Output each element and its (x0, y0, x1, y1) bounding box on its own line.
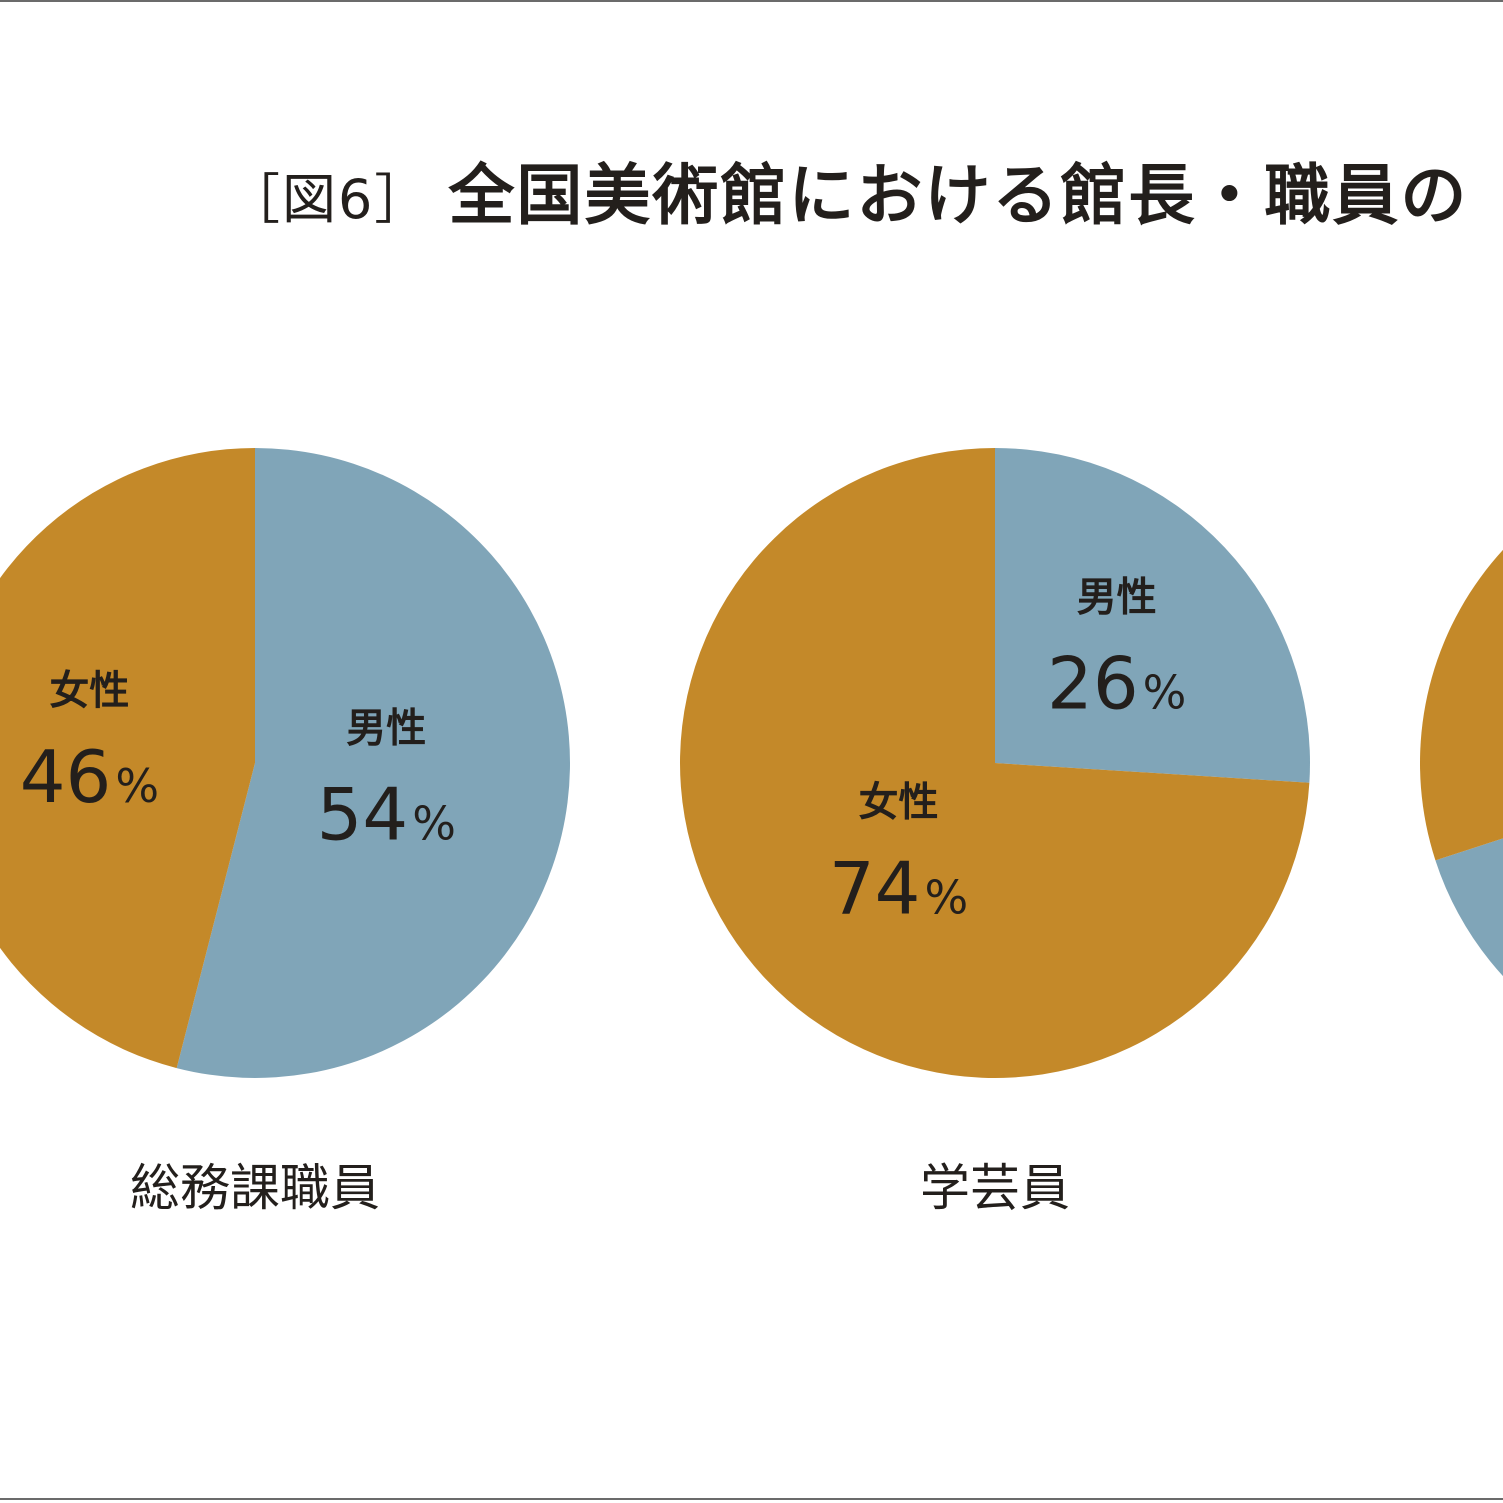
bottom-border (0, 1498, 1503, 1500)
pie-group-label: 学芸員 (920, 1159, 1070, 1217)
slice-name-label: 女性 (49, 668, 129, 714)
chart-title: ［図6］ 全国美術館における館長・職員の (226, 142, 1468, 238)
title-text: 全国美術館における館長・職員の (448, 157, 1469, 234)
pie-slice-female (0, 448, 255, 1069)
slice-percent-label: 54% (317, 773, 456, 857)
slice-percent-label: 74% (829, 847, 968, 931)
pie-chart-3 (1420, 549, 1503, 977)
slice-name-label: 女性 (859, 780, 939, 826)
slice-percent-label: 26% (1047, 642, 1186, 726)
pie-chart-1: 男性 54% 女性 46% 総務課職員 (0, 448, 571, 1217)
pie-slice-female (680, 448, 1310, 1079)
slice-percent-label: 46% (20, 735, 159, 819)
slice-name-label: 男性 (1077, 575, 1157, 621)
pie-slice-male (995, 448, 1310, 783)
pie-slice-male (176, 448, 571, 1078)
pie-chart-2: 男性 26% 女性 74% 学芸員 (680, 448, 1310, 1217)
slice-name-label: 男性 (346, 706, 426, 752)
figure-number: ［図6］ (226, 168, 431, 231)
pie-group-label: 総務課職員 (130, 1159, 380, 1217)
pie-slice-female (1420, 549, 1503, 861)
pie-slice-male (1435, 838, 1503, 977)
top-border (0, 0, 1503, 2)
